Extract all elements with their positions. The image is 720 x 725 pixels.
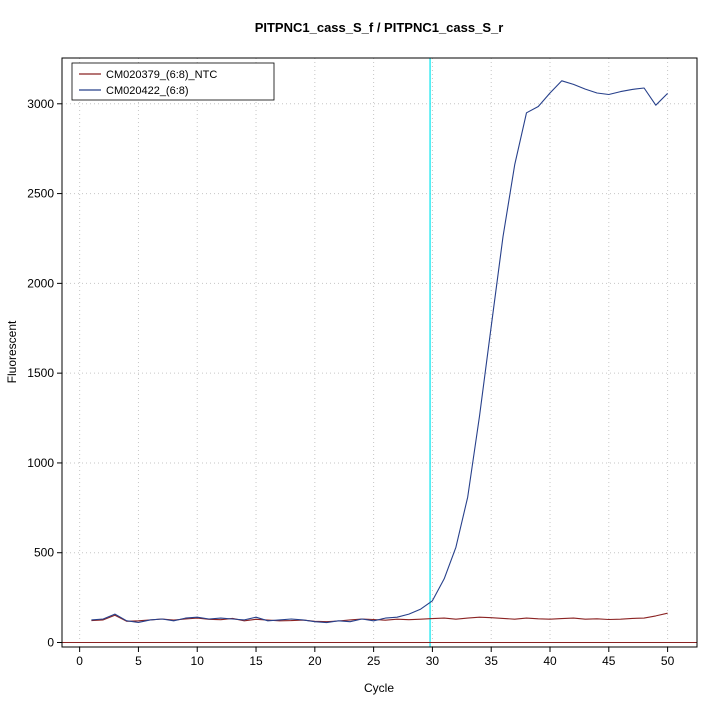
- series-layer: [62, 58, 697, 647]
- x-tick-label: 25: [367, 654, 381, 668]
- x-tick-label: 35: [485, 654, 499, 668]
- plot-border: [61, 57, 698, 648]
- axis-layer: 0 5 10 15 20 25 30 35 40 45 5005001000150020002500…: [27, 97, 674, 668]
- x-axis-label: Cycle: [364, 681, 394, 695]
- series-line-0: [91, 612, 668, 623]
- legend-label-series-1: CM020422_(6:8): [106, 85, 189, 97]
- legend-box: [71, 62, 275, 101]
- y-tick-label: 3000: [27, 97, 54, 111]
- y-axis-label: Fluorescent: [5, 320, 19, 383]
- legend: CM020379_(6:8)_NTC CM020422_(6:8): [71, 62, 275, 101]
- chart-title: PITPNC1_cass_S_f / PITPNC1_cass_S_r: [255, 20, 504, 35]
- grid-layer: [62, 58, 697, 647]
- x-tick-label: 0: [76, 654, 83, 668]
- x-tick-label: 10: [191, 654, 205, 668]
- x-tick-label: 15: [249, 654, 263, 668]
- x-tick-label: 20: [308, 654, 322, 668]
- x-tick-label: 30: [426, 654, 440, 668]
- series-line-1: [91, 80, 668, 624]
- y-tick-label: 1500: [27, 366, 54, 380]
- y-tick-label: 2000: [27, 276, 54, 290]
- y-tick-label: 500: [34, 546, 54, 560]
- x-tick-label: 40: [543, 654, 557, 668]
- x-tick-label: 50: [661, 654, 675, 668]
- x-tick-label: 5: [135, 654, 142, 668]
- y-tick-label: 0: [47, 636, 54, 650]
- legend-label-series-0: CM020379_(6:8)_NTC: [106, 69, 217, 81]
- y-tick-label: 2500: [27, 187, 54, 201]
- y-tick-label: 1000: [27, 456, 54, 470]
- x-tick-label: 45: [602, 654, 616, 668]
